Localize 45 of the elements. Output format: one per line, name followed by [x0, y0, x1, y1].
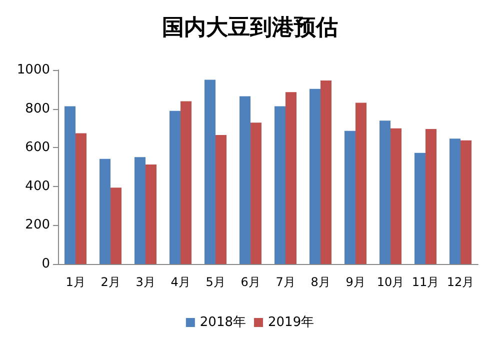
x-tick-label: 8月: [310, 275, 330, 289]
y-tick-label: 800: [25, 101, 50, 116]
x-tick-label: 1月: [66, 275, 86, 289]
bar: [240, 96, 250, 264]
bar: [344, 130, 356, 264]
x-tick-label: 4月: [170, 275, 190, 289]
bar: [460, 140, 472, 264]
bar: [180, 101, 192, 264]
x-tick-label: 2月: [100, 275, 120, 289]
x-tick-label: 9月: [346, 275, 366, 289]
x-tick-label: 7月: [276, 275, 296, 289]
y-tick-label: 0: [42, 256, 50, 272]
bar: [414, 152, 426, 264]
legend-label: 2019年: [268, 315, 314, 330]
bar: [100, 158, 110, 264]
bar: [310, 88, 320, 264]
y-tick-label: 400: [25, 178, 50, 194]
x-tick-label: 5月: [206, 275, 226, 289]
x-tick-label: 10月: [376, 275, 404, 289]
bar: [274, 106, 286, 264]
y-tick-label: 200: [25, 218, 50, 233]
bar: [426, 128, 436, 264]
bar: [64, 106, 76, 264]
bar: [134, 157, 146, 264]
legend-label: 2018年: [200, 315, 246, 330]
bar: [250, 122, 262, 264]
bar: [204, 80, 216, 264]
bar: [146, 164, 156, 264]
bar: [450, 138, 460, 264]
x-tick-label: 11月: [412, 275, 440, 289]
bar: [356, 102, 366, 264]
bar: [216, 134, 226, 264]
x-tick-label: 3月: [136, 275, 156, 289]
y-tick-label: 1000: [16, 62, 50, 78]
bar: [110, 188, 122, 264]
y-tick-label: 600: [25, 140, 50, 156]
bar: [170, 110, 180, 264]
bar: [76, 133, 86, 264]
bar: [286, 92, 296, 264]
bar: [320, 80, 332, 264]
x-tick-label: 6月: [240, 275, 260, 289]
chart-title: 国内大豆到港预估: [162, 16, 338, 40]
bar: [390, 128, 402, 264]
x-tick-label: 12月: [446, 275, 474, 289]
bar: [380, 120, 390, 264]
